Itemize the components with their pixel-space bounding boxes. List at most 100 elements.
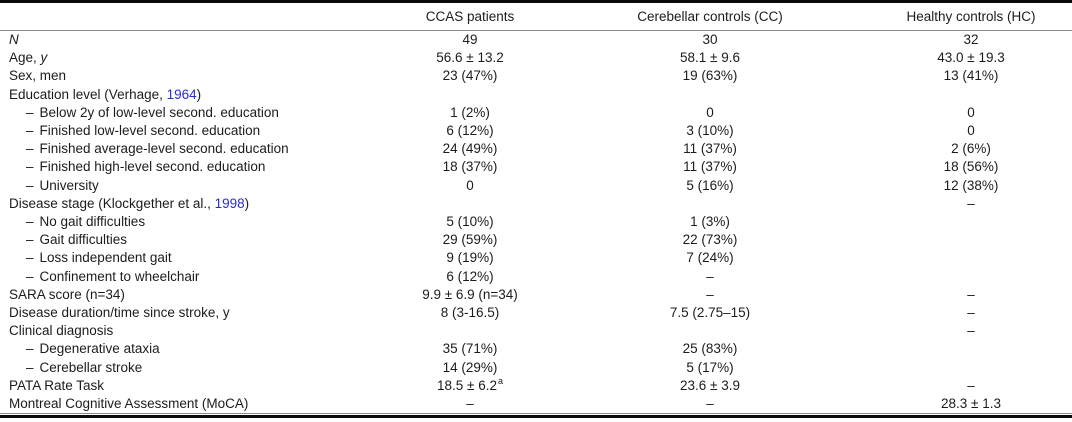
cell-hc — [870, 359, 1072, 377]
cell-cc: 5 (16%) — [686, 177, 734, 193]
row-label-text: Clinical diagnosis — [9, 323, 114, 339]
cell-hc: 28.3 ± 1.3 — [941, 396, 1001, 412]
table-bottom-thin-rule — [0, 413, 1072, 415]
cell-cc: 19 (63%) — [682, 68, 738, 84]
table-row: Disease duration/time since stroke, y 8 (… — [0, 304, 1072, 322]
cell-ccas: 23 (47%) — [442, 68, 498, 84]
table-row: Montreal Cognitive Assessment (MoCA) – – 28… — [0, 395, 1072, 413]
table-row: Disease stage (Klockgether et al., 1998)… — [0, 195, 1072, 213]
table-row: Age, y 56.6 ± 13.2 58.1 ± 9.6 43.0 ± 19.3 — [0, 49, 1072, 67]
table-row: – Degenerative ataxia 35 (71%) 25 (83%) — [0, 340, 1072, 358]
cell-value: 18.5 ± 6.2 — [437, 377, 497, 393]
cell-hc: – — [967, 323, 975, 339]
cell-cc — [550, 322, 870, 340]
citation-link[interactable]: 1998 — [214, 195, 245, 211]
row-label: – Degenerative ataxia — [0, 340, 390, 358]
column-header-ccas: CCAS patients — [390, 3, 550, 31]
table-row: PATA Rate Task 18.5 ± 6.2a 23.6 ± 3.9 – — [0, 377, 1072, 395]
cell-hc: – — [967, 377, 975, 393]
row-label: – University — [0, 177, 390, 195]
row-label: N — [0, 31, 390, 50]
cell-hc — [870, 268, 1072, 286]
table-top-rule — [0, 0, 1072, 3]
table-row: N 49 30 32 — [0, 31, 1072, 50]
cell-cc: 5 (17%) — [686, 359, 734, 375]
table-row: Sex, men 23 (47%) 19 (63%) 13 (41%) — [0, 67, 1072, 85]
cell-hc: – — [967, 195, 975, 211]
cell-cc: – — [706, 396, 714, 412]
cell-hc — [870, 231, 1072, 249]
row-label: – Finished low-level second. education — [0, 122, 390, 140]
cell-ccas: 6 (12%) — [446, 268, 494, 284]
row-label-text: Gait difficulties — [39, 232, 128, 248]
sub-item-dash: – — [26, 268, 34, 284]
sub-item-dash: – — [26, 359, 34, 375]
cell-hc: – — [967, 305, 975, 321]
cell-cc: 1 (3%) — [690, 214, 730, 230]
table-row: Clinical diagnosis – — [0, 322, 1072, 340]
cell-cc: 7 (24%) — [686, 250, 734, 266]
sub-item-dash: – — [26, 341, 34, 357]
cell-cc: 0 — [706, 104, 714, 120]
sub-item-dash: – — [26, 214, 34, 230]
cell-cc: 7.5 (2.75–15) — [669, 305, 751, 321]
cell-hc: 0 — [967, 104, 975, 120]
cell-hc: 43.0 ± 19.3 — [937, 50, 1005, 66]
table-row: – Finished high-level second. education 18… — [0, 158, 1072, 176]
cell-ccas: 29 (59%) — [442, 232, 498, 248]
cell-cc: 58.1 ± 9.6 — [680, 50, 740, 66]
row-label-text: Disease stage (Klockgether et al., — [9, 195, 215, 211]
cell-ccas: 24 (49%) — [442, 141, 498, 157]
cell-ccas: 6 (12%) — [446, 123, 494, 139]
cell-cc — [550, 195, 870, 213]
table-bottom-heavy-rule — [0, 415, 1072, 419]
table-row: – University 0 5 (16%) 12 (38%) — [0, 177, 1072, 195]
row-label-text: Cerebellar stroke — [39, 359, 143, 375]
row-label-text: ) — [244, 195, 250, 211]
row-label-text: Below 2y of low-level second. education — [39, 104, 279, 120]
row-label-text: Loss independent gait — [39, 250, 172, 266]
row-label: – Cerebellar stroke — [0, 359, 390, 377]
cell-cc: 11 (37%) — [683, 141, 737, 157]
row-label: PATA Rate Task — [0, 377, 390, 395]
table-row: – Loss independent gait 9 (19%) 7 (24%) — [0, 249, 1072, 267]
cell-ccas: 18.5 ± 6.2a — [390, 377, 550, 395]
table-header: CCAS patients Cerebellar controls (CC) H… — [0, 3, 1072, 31]
cell-hc — [870, 86, 1072, 104]
header-row: CCAS patients Cerebellar controls (CC) H… — [0, 3, 1072, 31]
table-body: N 49 30 32 Age, y 56.6 ± 13.2 58.1 ± 9.6 43.0 ±… — [0, 31, 1072, 414]
cell-hc: 13 (41%) — [943, 68, 999, 84]
cell-hc — [870, 213, 1072, 231]
row-label: Clinical diagnosis — [0, 322, 390, 340]
column-header-empty — [0, 3, 390, 31]
table-row: – Cerebellar stroke 14 (29%) 5 (17%) — [0, 359, 1072, 377]
row-label-text: N — [9, 32, 19, 47]
cell-ccas: 5 (10%) — [446, 214, 494, 230]
cell-ccas — [390, 195, 550, 213]
cell-ccas: 49 — [462, 32, 478, 47]
cell-cc: 3 (10%) — [686, 123, 734, 139]
cell-hc — [870, 249, 1072, 267]
table-row: – Gait difficulties 29 (59%) 22 (73%) — [0, 231, 1072, 249]
cell-ccas: 9.9 ± 6.9 (n=34) — [422, 286, 518, 302]
citation-link[interactable]: 1964 — [166, 86, 197, 102]
row-label: – Gait difficulties — [0, 231, 390, 249]
cell-hc: 12 (38%) — [943, 177, 999, 193]
cell-ccas: – — [466, 396, 474, 412]
cell-cc: 11 (37%) — [683, 159, 737, 175]
cell-ccas: 14 (29%) — [442, 359, 498, 375]
table-row: – Confinement to wheelchair 6 (12%) – — [0, 268, 1072, 286]
cell-ccas: 35 (71%) — [442, 341, 498, 357]
table-row: – Finished low-level second. education 6 (… — [0, 122, 1072, 140]
row-label-text: Finished high-level second. education — [39, 159, 266, 175]
cell-cc: 23.6 ± 3.9 — [680, 377, 740, 393]
table-row: – No gait difficulties 5 (10%) 1 (3%) — [0, 213, 1072, 231]
row-label-text: Confinement to wheelchair — [39, 268, 200, 284]
cell-hc: 32 — [963, 32, 979, 47]
row-label-text: Sex, men — [9, 68, 67, 84]
cell-cc: 30 — [702, 32, 718, 47]
row-label-text: University — [39, 177, 99, 193]
row-label-text: Finished low-level second. education — [39, 123, 261, 139]
sub-item-dash: – — [26, 232, 34, 248]
row-label: Age, y — [0, 49, 390, 67]
